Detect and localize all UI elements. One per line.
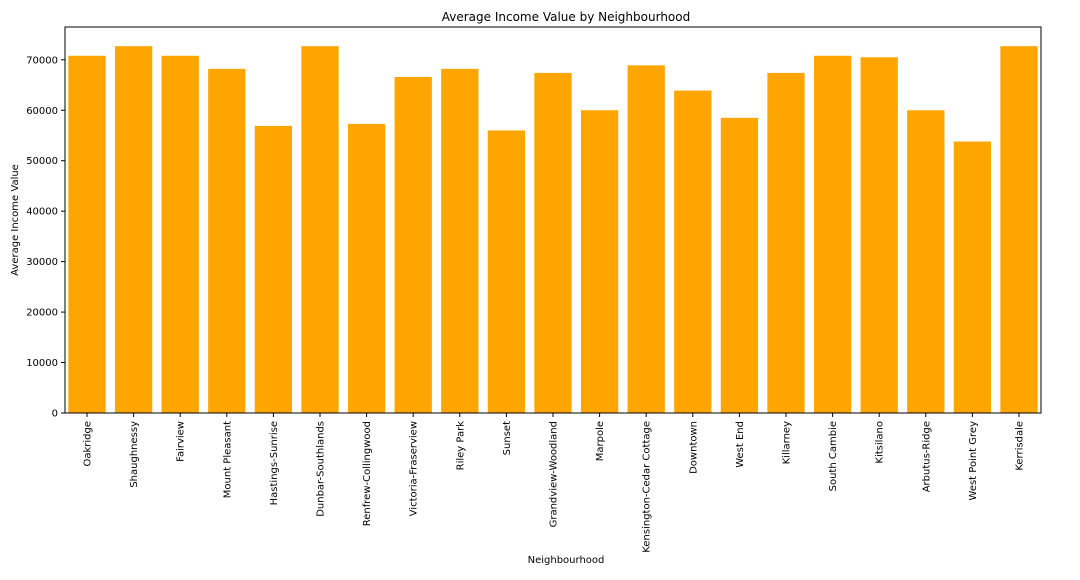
x-tick-label: Grandview-Woodland — [549, 421, 560, 527]
y-tick-label: 50000 — [26, 156, 58, 167]
x-tick-label: Arbutus-Ridge — [921, 421, 932, 492]
bars — [68, 46, 1038, 414]
bar — [161, 55, 199, 413]
chart-title: Average Income Value by Neighbourhood — [442, 10, 690, 24]
x-tick-label: Kitsilano — [875, 421, 886, 464]
bar — [254, 125, 293, 414]
bar — [674, 90, 712, 413]
x-tick-label: Hastings-Sunrise — [269, 421, 280, 505]
y-tick-label: 60000 — [26, 106, 58, 117]
y-tick-label: 40000 — [26, 207, 58, 218]
bar — [767, 72, 805, 414]
x-tick-label: West End — [735, 421, 746, 468]
bar — [860, 57, 898, 414]
x-tick-label: West Point Grey — [968, 421, 979, 501]
x-tick-label: Killarney — [782, 421, 793, 464]
bar — [580, 110, 619, 413]
bar — [487, 130, 526, 413]
bar — [347, 123, 386, 413]
bar — [720, 117, 759, 413]
x-tick-label: Dunbar-Southlands — [316, 421, 327, 517]
x-axis: Oakridge Shaughnessy Fairview Mount Pleasan… — [83, 413, 1026, 553]
x-tick-label: Mount Pleasant — [222, 421, 233, 498]
x-tick-label: Riley Park — [455, 421, 466, 471]
bar — [208, 68, 246, 413]
bar — [627, 65, 665, 413]
bar — [301, 46, 339, 414]
y-tick-label: 10000 — [26, 358, 58, 369]
x-tick-label: Kerrisdale — [1015, 421, 1026, 471]
y-tick-label: 0 — [52, 409, 58, 420]
bar — [813, 55, 852, 413]
plot-frame — [64, 26, 1042, 414]
x-tick-label: Renfrew-Collingwood — [362, 421, 373, 526]
x-tick-label: Marpole — [595, 421, 606, 461]
y-tick-label: 20000 — [26, 308, 58, 319]
x-tick-label: Fairview — [176, 421, 187, 462]
bar — [953, 141, 992, 414]
x-tick-label: Victoria-Fraserview — [409, 421, 420, 516]
bar — [907, 110, 945, 413]
bar — [534, 72, 572, 414]
x-tick-label: Oakridge — [83, 421, 94, 467]
x-tick-label: Shaughnessy — [129, 421, 140, 488]
bar — [114, 46, 153, 414]
bar — [1000, 46, 1038, 414]
bar — [68, 55, 106, 413]
x-tick-label: Downtown — [688, 421, 699, 474]
x-axis-label: Neighbourhood — [528, 555, 605, 566]
y-axis-label: Average Income Value — [10, 164, 21, 276]
y-tick-label: 30000 — [26, 257, 58, 268]
x-tick-label: South Cambie — [828, 421, 839, 491]
x-tick-label: Kensington-Cedar Cottage — [642, 421, 653, 553]
bar — [441, 68, 479, 413]
x-tick-label: Sunset — [502, 421, 513, 455]
bar — [394, 76, 432, 413]
y-tick-label: 70000 — [26, 55, 58, 66]
y-axis: 0 10000 20000 30000 40000 50000 60000 70000 — [26, 55, 65, 420]
